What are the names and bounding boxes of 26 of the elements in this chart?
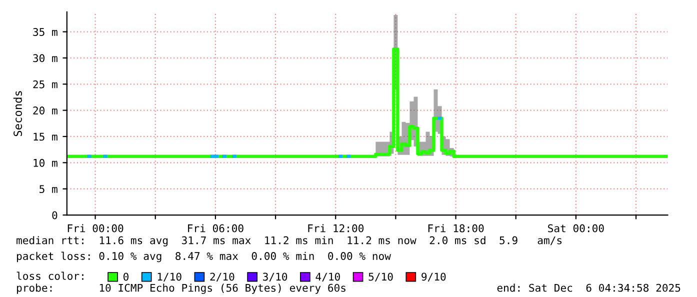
y-tick-label: 20 m [33,106,58,114]
legend-label: 5/10 [368,272,393,282]
legend-label: 1/10 [158,272,182,282]
legend-label: 0 [124,272,128,281]
y-axis-title: Seconds [13,91,22,136]
x-tick-label: Fri 00:00 [68,224,124,232]
text: packet loss: 0.10 % avg 8.47 % max 0.00 % min 0.00 % now [17,252,391,262]
x-tick-label: Fri 12:00 [308,224,364,232]
legend-label: 2/10 [210,272,234,282]
y-tick-label: 25 m [33,80,58,88]
legend-title: loss color: [16,272,84,280]
y-tick-label: 15 m [34,132,58,141]
text: median rtt: 11.6 ms avg 31.7 ms max 11.2 ms min 11.2 ms now 2.0 ms sd 5.9 am/s [16,236,562,246]
text: probe: 10 ICMP Echo Pings (56 Bytes) every 60s [17,284,346,294]
x-tick-label: Fri 18:00 [428,224,484,232]
y-tick-label: 5 m [40,185,58,194]
y-tick-label: 30 m [33,54,58,62]
x-tick-label: Sat 00:00 [548,224,604,232]
legend-label: 4/10 [316,272,340,282]
x-tick-label: Fri 06:00 [188,224,244,232]
legend-label: 3/10 [263,272,288,282]
y-tick-label: 35 m [33,28,58,36]
y-tick-label: 0 [52,211,58,220]
legend-label: 9/10 [422,272,446,282]
text: end: Sat Dec 6 04:34:58 2025 [497,284,680,292]
y-tick-label: 10 m [34,158,58,167]
